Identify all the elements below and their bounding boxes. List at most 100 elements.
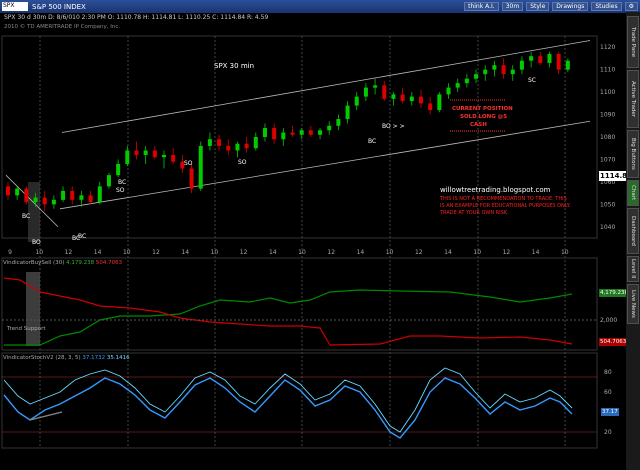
time-axis-label: 10 [211, 249, 219, 256]
signal-label: BO > > [382, 123, 405, 130]
buysell-red-line [3, 277, 573, 346]
side-tab-strip: Trade Pane Active Trader Big Buttons Cha… [626, 12, 640, 470]
think-ai-button[interactable]: think A.I. [464, 2, 499, 11]
candle-body [547, 53, 552, 63]
tab-chart[interactable]: Chart [627, 180, 639, 206]
stoch-title: VindicatorStochV2 (28, 3, 5) [3, 355, 81, 361]
tab-live-news[interactable]: Live News [627, 284, 639, 324]
stoch-trend-line [29, 411, 63, 421]
signal-label: BC [22, 213, 30, 220]
trend-support-label: Trend Support [7, 326, 46, 332]
candle-body [217, 139, 222, 146]
time-axis-label: 12 [65, 249, 73, 256]
price-axis-label: 1110 [600, 67, 615, 74]
candle-body [519, 60, 524, 70]
buysell-axis-label: 2,000 [600, 317, 618, 324]
candle-body [106, 175, 111, 187]
stoch-axis-60: 60 [604, 389, 612, 396]
candle-body [42, 197, 47, 205]
price-axis-label: 1090 [600, 112, 615, 119]
candle-body [483, 69, 488, 75]
candle-body [24, 188, 29, 203]
time-axis-label: 14 [357, 249, 365, 256]
symbol-input[interactable]: SPX [2, 2, 28, 11]
tab-big-buttons[interactable]: Big Buttons [627, 130, 639, 178]
price-axis-label: 1070 [600, 156, 615, 163]
studies-button[interactable]: Studies [591, 2, 622, 11]
signal-label: BC [118, 179, 126, 186]
time-axis-label: 10 [561, 249, 569, 256]
price-axis-label: 1050 [600, 201, 615, 208]
candle-body [363, 87, 368, 97]
tab-level-ii[interactable]: Level II [627, 256, 639, 282]
position-line-1: CURRENT POSITION [452, 106, 513, 112]
channel-upper [61, 40, 591, 133]
candle-body [308, 130, 313, 135]
gear-icon[interactable]: ⚙ [624, 2, 638, 11]
disclaimer-line-2: IS AN EXAMPLE FOR EDUCATIONAL PURPOSES O… [440, 203, 571, 209]
candle-body [88, 195, 93, 203]
buysell-title: VindicatorBuySell (30) [3, 260, 65, 266]
timeframe-button[interactable]: 30m [501, 2, 524, 11]
buysell-badge-green: 4,179.238 [599, 289, 629, 297]
candle-body [418, 96, 423, 104]
title-bar: SPX S&P 500 INDEX think A.I. 30m Style D… [0, 0, 640, 13]
time-axis-label: 10 [473, 249, 481, 256]
candle-body [474, 74, 479, 79]
candle-body [152, 150, 157, 158]
price-axis-label: 1040 [600, 224, 615, 231]
candle-body [538, 56, 543, 63]
time-axis-label: 12 [415, 249, 423, 256]
price-axis-label: 1060 [600, 179, 615, 186]
candle-body [189, 168, 194, 189]
candle-body [446, 87, 451, 95]
website-label: willowtreetrading.blogspot.com [440, 186, 551, 194]
tab-active-trader[interactable]: Active Trader [627, 70, 639, 128]
candle-body [198, 145, 203, 189]
time-axis-label: 10 [35, 249, 43, 256]
stoch-panel-frame [1, 352, 598, 449]
price-axis-label: 1100 [600, 89, 615, 96]
candle-body [428, 103, 433, 111]
candle-body [464, 78, 469, 84]
stoch-value-2: 35.1416 [106, 355, 130, 361]
signal-label: BO [32, 239, 41, 246]
time-axis-label: 10 [298, 249, 306, 256]
tab-trade-pane[interactable]: Trade Pane [627, 16, 639, 68]
style-button[interactable]: Style [526, 2, 550, 11]
copyright-text: 2010 © TD AMERITRADE IP Company, Inc. [4, 24, 121, 30]
disclaimer-line-1: THIS IS NOT A RECOMMENDATION TO TRADE. T… [440, 196, 567, 202]
signal-label: BC [72, 235, 80, 242]
candle-body [290, 132, 295, 135]
candle-body [97, 186, 102, 203]
candle-body [33, 197, 38, 203]
candle-body [501, 65, 506, 75]
stoch-value-1: 37.1732 [82, 355, 106, 361]
buysell-green-line [4, 289, 573, 346]
time-axis-label: 12 [152, 249, 160, 256]
candle-body [299, 130, 304, 135]
time-axis-label: 14 [181, 249, 189, 256]
candle-body [455, 83, 460, 88]
candle-body [354, 96, 359, 106]
time-axis-label: 12 [503, 249, 511, 256]
tab-dashboard[interactable]: Dashboard [627, 208, 639, 254]
candle-body [492, 65, 497, 70]
signal-label: SO [184, 160, 193, 167]
candle-body [244, 143, 249, 149]
price-panel-frame [1, 35, 598, 239]
candle-body [391, 94, 396, 99]
candle-body [318, 130, 323, 135]
candle-body [409, 96, 414, 102]
drawings-button[interactable]: Drawings [552, 2, 589, 11]
candle-body [272, 128, 277, 140]
candle-body [235, 143, 240, 151]
candle-body [327, 125, 332, 131]
signal-label: SO [116, 187, 125, 194]
candle-body [565, 60, 570, 70]
highlight-box-price [28, 182, 40, 242]
candle-body [400, 94, 405, 102]
position-line-3: CASH [470, 122, 487, 128]
signal-label: SC [528, 77, 536, 84]
